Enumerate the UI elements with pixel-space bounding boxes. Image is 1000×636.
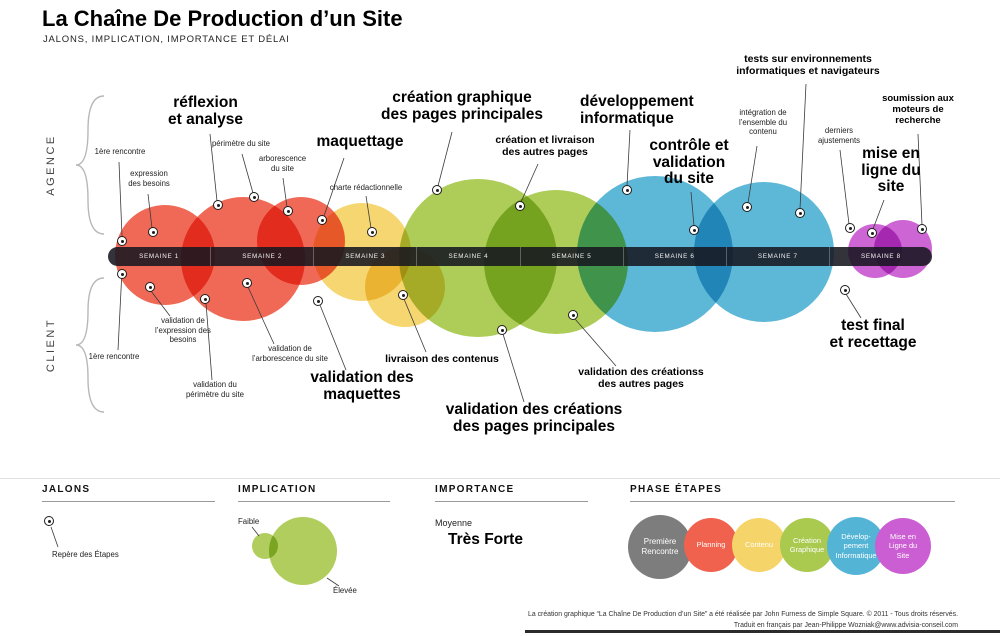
legend-jalons-title: JALONS (42, 484, 215, 502)
timeline-week-2: SEMAINE 2 (211, 247, 315, 266)
milestone-marker (148, 227, 158, 237)
phase-circle-mise-en-ligne: Mise en Ligne du Site (875, 518, 931, 574)
milestone-marker (689, 225, 699, 235)
step-label-developpement-informatique: développement informatique (580, 93, 694, 127)
legend-importance-medium: Moyenne (435, 518, 473, 528)
milestone-marker (845, 223, 855, 233)
step-label-expression-besoins: expression des besoins (128, 169, 170, 188)
footer-credits: La création graphique “La Chaîne De Prod… (380, 610, 958, 631)
milestone-marker (795, 208, 805, 218)
milestone-marker (317, 215, 327, 225)
implication-large-circle (269, 517, 337, 585)
milestone-marker (283, 206, 293, 216)
step-label-mise-en-ligne-site: mise en ligne du site (861, 145, 921, 196)
footer-line2: Traduit en français par Jean-Philippe Wo… (733, 621, 958, 629)
step-label-soumission-moteurs: soumission aux moteurs de recherche (882, 93, 954, 126)
milestone-marker (622, 185, 632, 195)
step-label-validation-perimetre: validation du périmètre du site (185, 380, 245, 399)
page-subtitle: JALONS, IMPLICATION, IMPORTANCE ET DÉLAI (43, 34, 290, 45)
legend-importance-title: IMPORTANCE (435, 484, 588, 502)
milestone-marker (313, 296, 323, 306)
step-label-validation-creations-autres: validation des créationss des autres pag… (578, 366, 704, 391)
legend-milestone-marker (44, 516, 54, 526)
footer-bottom-bar (525, 630, 1000, 633)
legend-implication-low: Faible (238, 517, 260, 526)
week-label: SEMAINE 2 (242, 253, 283, 260)
week-label: SEMAINE 4 (448, 253, 489, 260)
timeline-week-4: SEMAINE 4 (417, 247, 521, 266)
week-label: SEMAINE 5 (551, 253, 592, 260)
week-label: SEMAINE 8 (860, 253, 901, 260)
agence-brace (75, 95, 105, 235)
week-label: SEMAINE 6 (654, 253, 695, 260)
step-label-validation-expression-besoins: validation de l’expression des besoins (155, 316, 211, 345)
timeline-week-8: SEMAINE 8 (830, 247, 932, 266)
milestone-marker (515, 201, 525, 211)
step-label-premiere-rencontre-agence: 1ère rencontre (94, 147, 146, 156)
step-label-livraison-contenus: livraison des contenus (385, 353, 499, 365)
step-label-perimetre-site: périmètre du site (211, 139, 271, 148)
legend-divider (0, 478, 1000, 479)
milestone-marker (917, 224, 927, 234)
step-label-derniers-ajustements: derniers ajustements (817, 126, 861, 145)
legend-phases-title: PHASE ÉTAPES (630, 484, 955, 502)
step-label-reflexion-analyse: réflexion et analyse (168, 94, 243, 128)
phase-circle-planning: Planning (684, 518, 738, 572)
step-label-creation-livraison-autres-pages: création et livraison des autres pages (495, 134, 595, 159)
step-label-test-final-recettage: test final et recettage (829, 317, 917, 351)
step-label-maquettage: maquettage (316, 133, 404, 150)
milestone-marker (249, 192, 259, 202)
legend-jalons-caption: Repère des Étapes (52, 550, 119, 559)
week-label: SEMAINE 7 (757, 253, 798, 260)
timeline-week-3: SEMAINE 3 (314, 247, 418, 266)
milestone-marker (398, 290, 408, 300)
week-label: SEMAINE 1 (139, 253, 180, 260)
legend-implication-title: IMPLICATION (238, 484, 390, 502)
step-label-validation-maquettes: validation des maquettes (310, 369, 414, 403)
step-label-validation-arborescence: validation de l’arborescence du site (252, 344, 328, 363)
timeline-week-7: SEMAINE 7 (727, 247, 830, 266)
step-label-integration-contenu: intégration de l’ensemble du contenu (738, 108, 788, 137)
page-title: La Chaîne De Production d’un Site (42, 6, 403, 31)
step-label-arborescence-site: arborescence du site (258, 154, 307, 173)
step-label-tests-environnements: tests sur environnements informatiques e… (736, 53, 880, 78)
footer-line1: La création graphique “La Chaîne De Prod… (528, 611, 958, 618)
legend-implication-high: Élevée (333, 586, 357, 595)
milestone-marker (367, 227, 377, 237)
milestone-marker (213, 200, 223, 210)
phase-circle-premiere-rencontre: Première Rencontre (628, 515, 692, 579)
milestone-marker (497, 325, 507, 335)
milestone-marker (432, 185, 442, 195)
timeline-week-6: SEMAINE 6 (624, 247, 727, 266)
phase-circle-contenu: Contenu (732, 518, 786, 572)
agence-axis-label: AGENCE (45, 134, 57, 196)
step-label-premiere-rencontre-client: 1ère rencontre (88, 352, 140, 361)
legend-importance-strong: Très Forte (448, 531, 523, 548)
week-label: SEMAINE 3 (345, 253, 386, 260)
timeline-week-5: SEMAINE 5 (521, 247, 624, 266)
milestone-marker (145, 282, 155, 292)
timeline-bar: SEMAINE 1 SEMAINE 2 SEMAINE 3 SEMAINE 4 … (108, 247, 932, 266)
milestone-marker (840, 285, 850, 295)
step-label-charte-redactionnelle: charte rédactionnelle (329, 183, 403, 192)
phase-circle-creation-graphique: Création Graphique (780, 518, 834, 572)
timeline-week-1: SEMAINE 1 (108, 247, 212, 266)
milestone-marker (242, 278, 252, 288)
milestone-marker (117, 269, 127, 279)
milestone-marker (867, 228, 877, 238)
milestone-marker (200, 294, 210, 304)
milestone-marker (117, 236, 127, 246)
client-brace (75, 277, 105, 413)
milestone-marker (568, 310, 578, 320)
client-axis-label: CLIENT (45, 317, 57, 373)
step-label-controle-validation-site: contrôle et validation du site (649, 137, 729, 188)
step-label-creation-graphique-pages-principales: création graphique des pages principales (381, 89, 543, 123)
milestone-marker (742, 202, 752, 212)
step-label-validation-creations-principales: validation des créations des pages princ… (445, 401, 623, 435)
